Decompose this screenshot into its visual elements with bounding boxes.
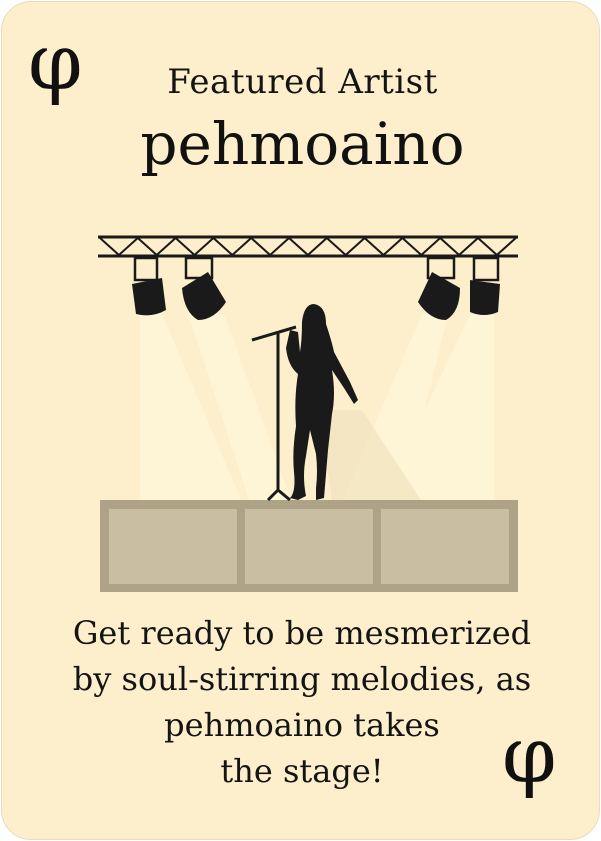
description-line: the stage! xyxy=(220,752,384,790)
spotlight-icon xyxy=(182,256,226,320)
stage-platform xyxy=(100,500,518,592)
spotlight-icon xyxy=(470,256,500,315)
spotlight-icon xyxy=(132,256,166,316)
artist-name: pehmoaino xyxy=(140,110,465,178)
phi-logo-icon-top-left: φ xyxy=(28,18,83,108)
stage-truss-icon xyxy=(98,235,518,258)
spotlight-icon xyxy=(418,256,460,320)
singer-silhouette-icon xyxy=(286,304,358,500)
artist-description: Get ready to be mesmerized by soul-stirr… xyxy=(42,610,562,794)
description-line: Get ready to be mesmerized xyxy=(72,614,532,652)
microphone-icon xyxy=(251,325,297,502)
description-line: by soul-stirring melodies, as xyxy=(72,660,532,698)
phi-logo-icon-bottom-right: φ xyxy=(502,711,557,801)
description-line: pehmoaino takes xyxy=(164,706,440,744)
featured-artist-label: Featured Artist xyxy=(167,62,438,102)
